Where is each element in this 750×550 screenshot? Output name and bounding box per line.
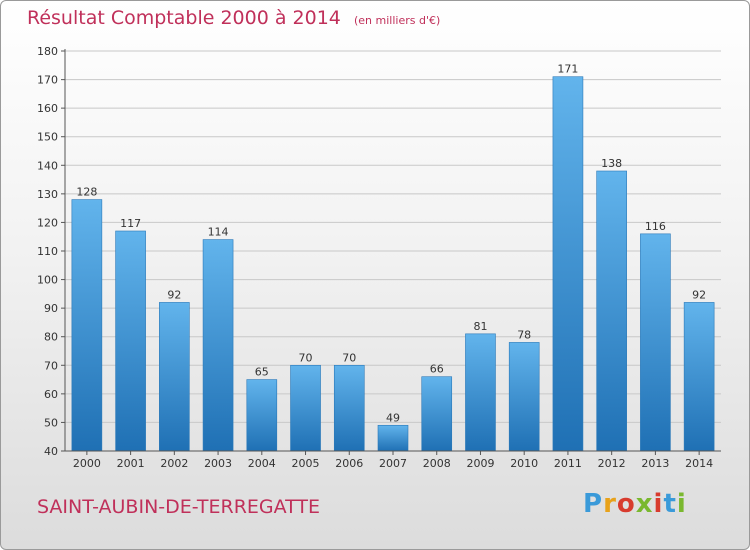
bar[interactable] [508, 342, 540, 452]
logo-letter: P [583, 489, 604, 519]
data-label: 138 [601, 157, 622, 170]
data-label: 70 [299, 351, 313, 364]
x-tick-label: 2009 [466, 457, 494, 470]
data-label: 92 [167, 288, 181, 301]
y-tick-label: 170 [37, 74, 58, 87]
x-tick-label: 2005 [292, 457, 320, 470]
x-tick-label: 2007 [379, 457, 407, 470]
bar[interactable] [596, 170, 627, 452]
y-tick-label: 110 [37, 245, 58, 258]
data-label: 78 [517, 328, 531, 341]
chart-title: Résultat Comptable 2000 à 2014 [27, 7, 341, 29]
bars: 128 117 92 114 65 70 70 49 66 81 78 171 138 116 92 [71, 63, 715, 452]
x-tick-label: 2008 [423, 457, 451, 470]
data-label: 70 [342, 351, 356, 364]
data-label: 66 [430, 363, 444, 376]
data-label: 128 [76, 186, 97, 199]
y-tick-label: 50 [44, 416, 58, 429]
y-tick-label: 60 [44, 388, 58, 401]
y-tick-label: 80 [44, 331, 58, 344]
data-label: 117 [120, 217, 141, 230]
logo-letter: r [603, 489, 617, 519]
chart-title-block: Résultat Comptable 2000 à 2014 (en milli… [27, 7, 440, 29]
y-tick-label: 140 [37, 159, 58, 172]
data-label: 114 [208, 226, 229, 239]
x-tick-label: 2012 [598, 457, 626, 470]
chart-unit: (en milliers d'€) [353, 14, 441, 27]
bar[interactable] [421, 376, 453, 452]
bar[interactable] [202, 239, 234, 452]
bar[interactable] [465, 333, 496, 452]
logo-letter: i [676, 489, 687, 519]
x-tick-label: 2013 [641, 457, 669, 470]
logo-letter: x [635, 489, 654, 519]
y-tick-label: 90 [44, 302, 58, 315]
x-tick-label: 2003 [204, 457, 232, 470]
bar[interactable] [159, 302, 190, 452]
y-tick-label: 40 [44, 445, 58, 458]
data-label: 171 [557, 63, 578, 76]
x-tick-label: 2014 [685, 457, 713, 470]
bar[interactable] [290, 364, 321, 452]
x-tick-label: 2011 [554, 457, 582, 470]
bar[interactable] [377, 424, 409, 452]
logo-letter: o [616, 489, 636, 519]
y-tick-label: 70 [44, 359, 58, 372]
data-label: 92 [692, 288, 706, 301]
bar[interactable] [115, 230, 146, 452]
proxiti-logo[interactable]: Proxiti [583, 489, 687, 519]
y-tick-label: 120 [37, 216, 58, 229]
bar[interactable] [683, 302, 715, 452]
bar[interactable] [640, 233, 671, 452]
data-label: 65 [255, 366, 269, 379]
x-tick-label: 2010 [510, 457, 538, 470]
bar[interactable] [71, 199, 103, 452]
y-tick-label: 100 [37, 274, 58, 287]
commune-name: SAINT-AUBIN-DE-TERREGATTE [37, 496, 321, 518]
y-tick-label: 160 [37, 102, 58, 115]
logo-letter: i [653, 489, 664, 519]
data-label: 49 [386, 411, 400, 424]
x-tick-label: 2000 [73, 457, 101, 470]
logo-letter: t [663, 489, 677, 519]
x-tick-label: 2004 [248, 457, 276, 470]
axes: 40 50 60 70 80 90 100 110 120 130 140 150 160 170 180 2… [37, 45, 721, 470]
bar[interactable] [246, 379, 278, 452]
x-tick-label: 2001 [117, 457, 145, 470]
bar[interactable] [552, 76, 584, 452]
bar[interactable] [333, 364, 365, 452]
x-tick-label: 2002 [160, 457, 188, 470]
data-label: 116 [645, 220, 666, 233]
x-tick-label: 2006 [335, 457, 363, 470]
data-label: 81 [473, 320, 487, 333]
y-tick-label: 180 [37, 45, 58, 58]
y-tick-label: 130 [37, 188, 58, 201]
y-tick-label: 150 [37, 131, 58, 144]
